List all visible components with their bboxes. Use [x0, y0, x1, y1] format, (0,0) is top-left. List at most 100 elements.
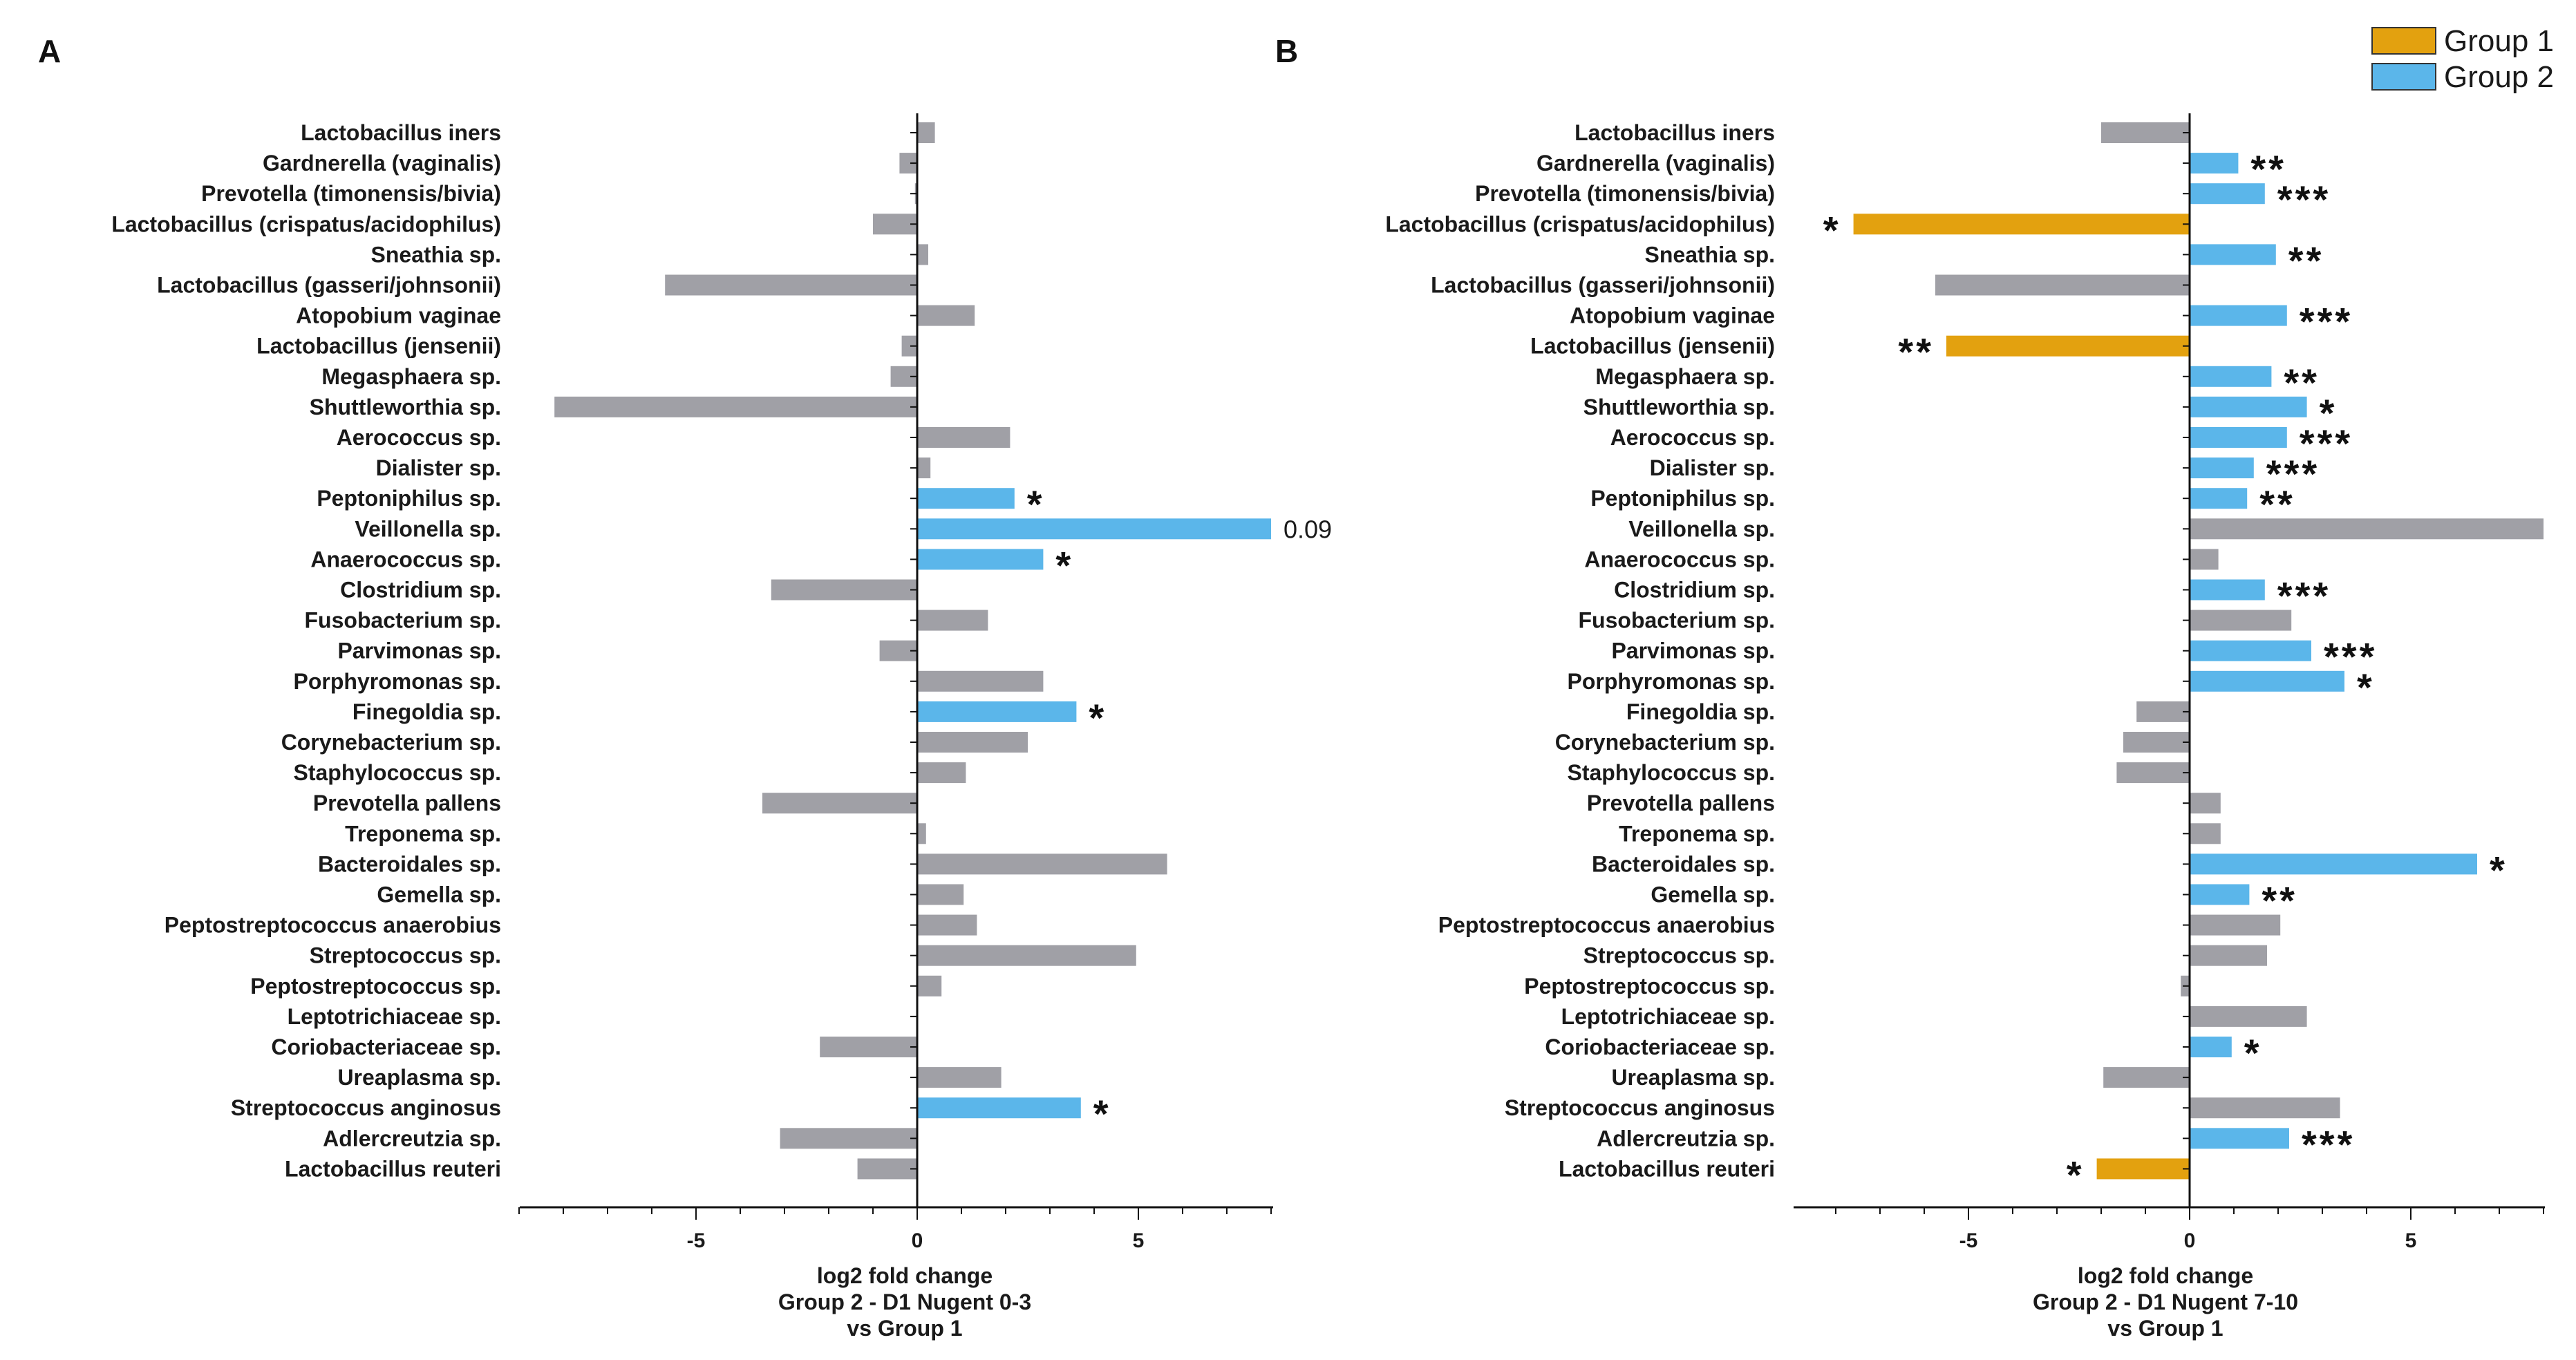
legend-swatch-group1 [2371, 27, 2436, 55]
panel-a-bar-clostridium-sp [771, 579, 917, 601]
panel-a-bar-lactobacillus-reuteri [857, 1158, 917, 1180]
legend-label-group1: Group 1 [2444, 24, 2554, 58]
panel-a-category-label: Clostridium sp. [340, 578, 501, 603]
panel-letter-a: A [38, 33, 61, 69]
panel-b-significance-marker: *** [2300, 422, 2353, 465]
panel-b-bar-peptostreptococcus-anaerobius [2190, 914, 2281, 936]
panel-a-bar-staphylococcus-sp [917, 762, 966, 784]
panel-b-category-label: Staphylococcus sp. [1567, 760, 1775, 785]
panel-b-category-label: Peptoniphilus sp. [1590, 486, 1775, 511]
panel-a-category-label: Peptostreptococcus anaerobius [164, 913, 501, 938]
panel-a-bar-streptococcus-anginosus [917, 1097, 1081, 1119]
panel-b-category-label: Clostridium sp. [1614, 578, 1775, 603]
panel-b-bar-prevotella-timonensis-bivia [2190, 183, 2265, 205]
panel-b-category-label: Treponema sp. [1619, 821, 1775, 846]
legend-swatch-group2 [2371, 63, 2436, 91]
panel-a-bar-atopobium-vaginae [917, 305, 975, 326]
panel-b-bar-sneathia-sp [2190, 244, 2276, 265]
panel-b-bar-lactobacillus-gasseri-johnsonii [1935, 274, 2190, 296]
panel-b-significance-marker: ** [1898, 330, 1934, 374]
panel-a-bar-porphyromonas-sp [917, 670, 1044, 692]
panel-b-category-label: Sneathia sp. [1645, 242, 1776, 267]
panel-b-category-label: Lactobacillus (gasseri/johnsonii) [1431, 273, 1775, 298]
panel-b-bar-leptotrichiaceae-sp [2190, 1005, 2307, 1027]
panel-b-category-label: Veillonella sp. [1628, 516, 1775, 541]
panel-a: Lactobacillus iners Gardnerella (vaginali… [111, 113, 1332, 1341]
legend-label-group2: Group 2 [2444, 60, 2554, 94]
panel-a-bar-peptostreptococcus-anaerobius [917, 914, 977, 936]
panel-letter-b: B [1275, 33, 1298, 69]
panel-b-significance-marker: * [2320, 391, 2338, 435]
panel-b-bar-dialister-sp [2190, 457, 2254, 479]
panel-a-x-tick-label: 5 [1133, 1229, 1145, 1252]
panel-b-bar-bacteroidales-sp [2190, 853, 2477, 875]
panel-a-category-label: Lactobacillus (crispatus/acidophilus) [111, 211, 501, 236]
panel-b-significance-marker: ** [2288, 238, 2324, 282]
panel-a-bar-sneathia-sp [917, 244, 928, 265]
panel-b-category-label: Prevotella (timonensis/bivia) [1475, 181, 1775, 206]
panel-a-significance-marker: * [1055, 543, 1073, 587]
panel-b-bar-adlercreutzia-sp [2190, 1128, 2289, 1149]
panel-a-bar-fusobacterium-sp [917, 610, 988, 631]
panel-a-bar-anaerococcus-sp [917, 549, 1044, 570]
panel-a-category-label: Lactobacillus (gasseri/johnsonii) [157, 273, 501, 298]
panel-a-category-label: Fusobacterium sp. [305, 608, 502, 633]
panel-b-significance-marker: * [2357, 665, 2375, 709]
panel-b-significance-marker: *** [2266, 452, 2320, 495]
panel-b-category-label: Aerococcus sp. [1610, 425, 1775, 450]
panel-a-category-label: Dialister sp. [376, 455, 501, 480]
panel-a-x-tick-label: 0 [912, 1229, 923, 1252]
panel-b-category-label: Adlercreutzia sp. [1597, 1126, 1775, 1151]
panel-a-bar-bacteroidales-sp [917, 853, 1167, 875]
panel-b-x-axis-title-line: Group 2 - D1 Nugent 7-10 [2033, 1290, 2298, 1314]
panel-a-bar-lactobacillus-crispatus-acidophilus [873, 214, 917, 235]
panel-b-bar-treponema-sp [2190, 823, 2221, 844]
panel-a-bar-finegoldia-sp [917, 701, 1077, 722]
panel-b-bar-ureaplasma-sp [2103, 1067, 2190, 1088]
panel-a-bar-treponema-sp [917, 823, 926, 844]
panel-a-category-label: Peptostreptococcus sp. [250, 974, 501, 999]
panel-a-bar-aerococcus-sp [917, 427, 1010, 448]
panel-a-category-label: Atopobium vaginae [296, 303, 501, 328]
panel-a-bar-ureaplasma-sp [917, 1067, 1002, 1088]
panel-a-bar-streptococcus-sp [917, 945, 1136, 966]
panel-b-category-label: Megasphaera sp. [1595, 364, 1775, 389]
panel-b-bar-coriobacteriaceae-sp [2190, 1037, 2232, 1057]
panel-a-category-label: Corynebacterium sp. [281, 730, 501, 755]
panel-b-category-label: Lactobacillus (crispatus/acidophilus) [1385, 211, 1775, 236]
panel-a-x-axis-title-line: vs Group 1 [847, 1316, 962, 1341]
panel-b-x-tick-label: 5 [2405, 1229, 2417, 1252]
panel-b-bar-streptococcus-anginosus [2190, 1097, 2340, 1119]
panel-a-category-label: Adlercreutzia sp. [323, 1126, 501, 1151]
panel-b-category-label: Anaerococcus sp. [1584, 547, 1775, 572]
panel-a-bar-lactobacillus-iners [917, 122, 935, 143]
panel-b-significance-marker: * [2067, 1153, 2085, 1196]
panel-a-category-label: Streptococcus anginosus [231, 1095, 501, 1120]
panel-b-x-tick-label: -5 [1959, 1229, 1978, 1252]
panel-a-bar-veillonella-sp [917, 518, 1271, 540]
panel-a-x-axis-title-line: log2 fold change [817, 1263, 993, 1288]
panel-a-pvalue-label: 0.09 [1284, 515, 1332, 543]
panel-a-category-label: Gardnerella (vaginalis) [263, 151, 501, 176]
panel-a-bar-gemella-sp [917, 884, 964, 905]
panel-b-category-label: Gemella sp. [1651, 882, 1775, 907]
panel-b-category-label: Streptococcus sp. [1583, 943, 1775, 968]
panel-b-category-label: Atopobium vaginae [1570, 303, 1775, 328]
panel-b-category-label: Porphyromonas sp. [1568, 669, 1776, 694]
panel-b-bar-atopobium-vaginae [2190, 305, 2287, 326]
panel-b-category-label: Coriobacteriaceae sp. [1545, 1035, 1775, 1059]
panel-a-bar-adlercreutzia-sp [780, 1128, 917, 1149]
panel-a-bar-shuttleworthia-sp [554, 396, 917, 417]
panel-a-category-label: Prevotella pallens [313, 791, 501, 815]
panel-b-bar-porphyromonas-sp [2190, 670, 2344, 692]
panel-a-category-label: Lactobacillus (jensenii) [256, 334, 501, 359]
panel-b-category-label: Lactobacillus iners [1574, 120, 1775, 145]
panel-b-bar-lactobacillus-reuteri [2096, 1158, 2190, 1180]
panel-b-bar-veillonella-sp [2190, 518, 2544, 540]
panel-a-category-label: Prevotella (timonensis/bivia) [201, 181, 501, 206]
panel-a-bar-lactobacillus-gasseri-johnsonii [665, 274, 917, 296]
panel-b-category-label: Corynebacterium sp. [1555, 730, 1775, 755]
panel-a-bar-peptostreptococcus-sp [917, 975, 942, 997]
panel-b-category-label: Gardnerella (vaginalis) [1536, 151, 1775, 176]
